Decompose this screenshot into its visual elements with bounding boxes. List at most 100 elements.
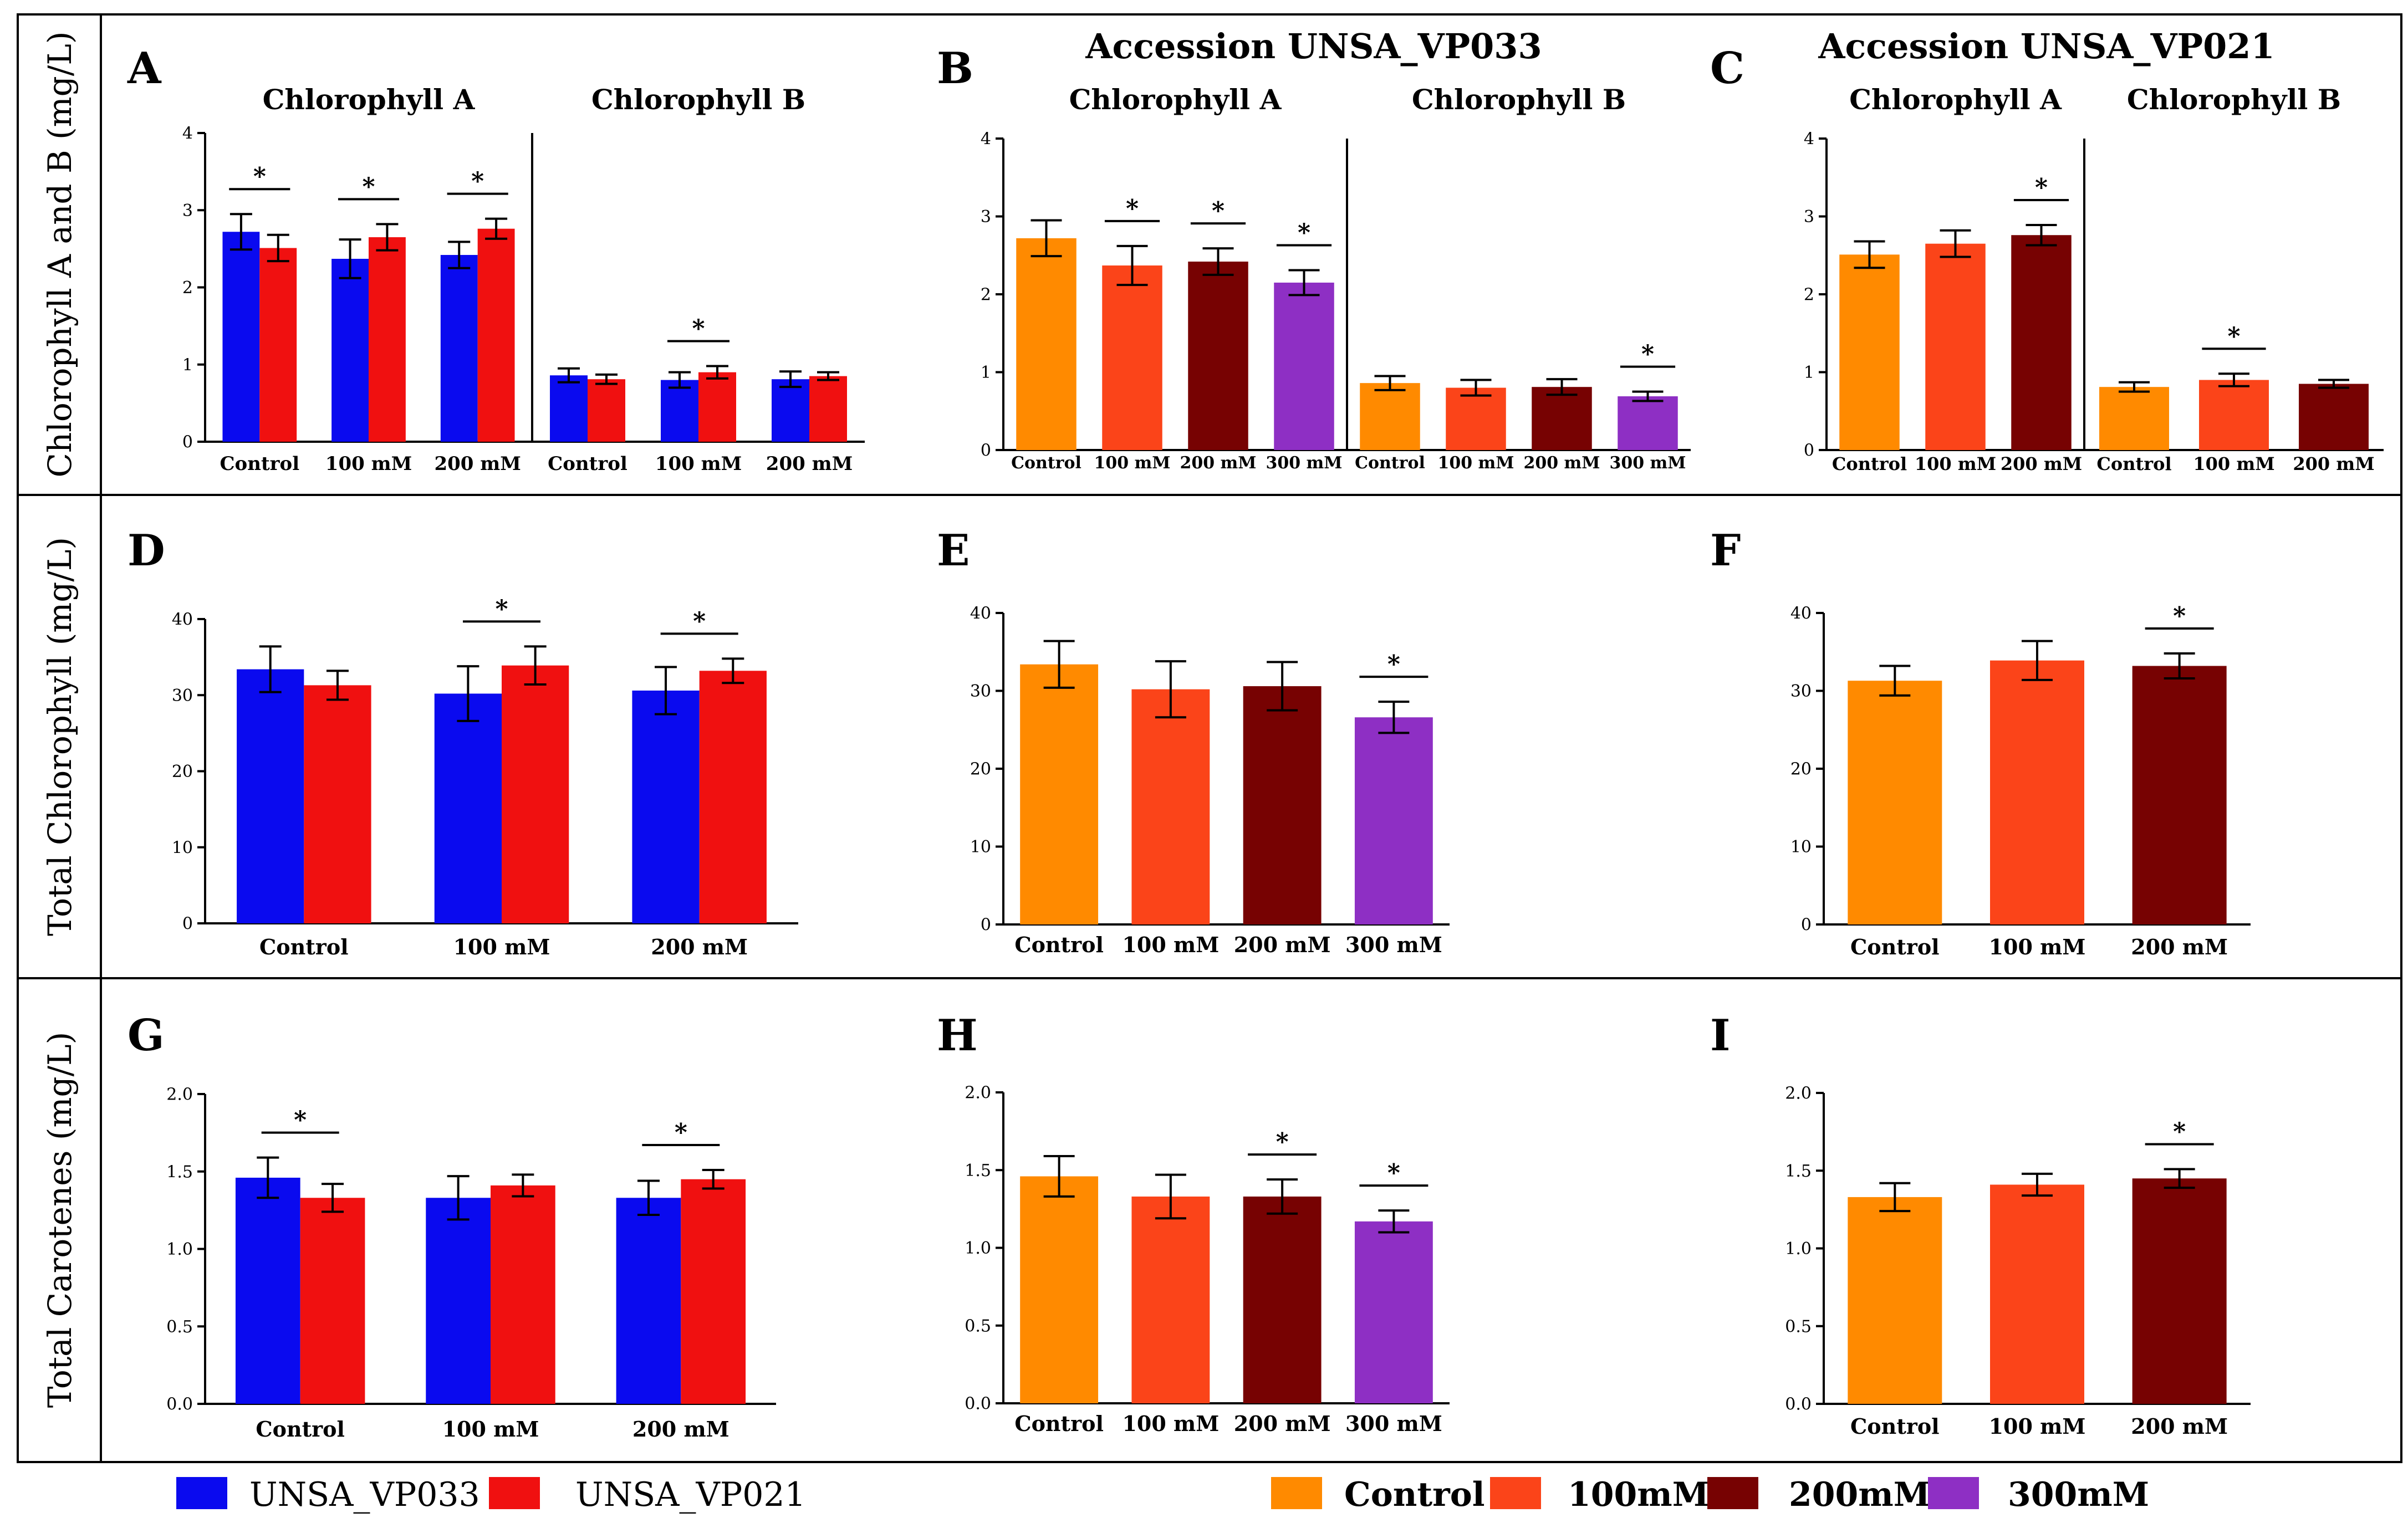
x-category-label: Control [2096, 453, 2171, 474]
panel-letter-b: B [937, 43, 973, 94]
bar [1131, 1196, 1210, 1403]
y-tick-label: 20 [172, 762, 193, 781]
x-category-label: 100 mM [1122, 932, 1219, 957]
accession-header-vp033: Accession UNSA_VP033 [1085, 26, 1542, 67]
y-tick-label: 3 [1804, 207, 1814, 227]
figure-frame [17, 13, 2402, 1463]
y-tick-label: 2.0 [965, 1084, 991, 1103]
group-title: Chlorophyll A [1849, 83, 2062, 116]
legend-label-100mm: 100mM [1568, 1475, 1709, 1514]
y-tick-label: 30 [970, 682, 991, 701]
significance-marker: * [675, 1118, 687, 1147]
bar [1848, 681, 1942, 924]
x-category-label: Control [220, 453, 299, 475]
x-category-label: 200 mM [2131, 1414, 2228, 1439]
y-tick-label: 2.0 [166, 1085, 193, 1105]
y-tick-label: 30 [172, 686, 193, 706]
bar [1188, 261, 1248, 450]
bar-unsa_vp021 [698, 372, 736, 442]
significance-marker: * [1387, 650, 1400, 678]
significance-marker: * [2035, 173, 2048, 202]
x-category-label: 100 mM [1989, 934, 2086, 959]
x-category-label: 200 mM [2131, 934, 2228, 959]
y-tick-label: 1.5 [1785, 1162, 1812, 1181]
x-category-label: 200 mM [1234, 932, 1331, 957]
x-category-label: 100 mM [1989, 1414, 2086, 1439]
panel-d: D 0 10 20 30 40 Control 100 mM * 200 mM * [127, 525, 798, 959]
x-category-label: 200 mM [1234, 1411, 1331, 1436]
bar-unsa_vp021 [588, 379, 625, 442]
bar [2099, 387, 2169, 450]
y-tick-label: 30 [1790, 682, 1812, 701]
significance-marker: * [495, 595, 508, 623]
bar-unsa_vp021 [491, 1185, 555, 1404]
x-category-label: Control [256, 1417, 345, 1442]
y-tick-label: 10 [970, 837, 991, 857]
bar-unsa_vp021 [681, 1179, 746, 1404]
x-category-label: 100 mM [655, 453, 742, 475]
y-tick-label: 0.0 [166, 1395, 193, 1414]
y-tick-label: 40 [970, 604, 991, 624]
bar [1354, 717, 1433, 924]
y-tick-label: 0.0 [1785, 1395, 1812, 1414]
x-category-label: 100 mM [1437, 453, 1514, 473]
x-category-label: 200 mM [2293, 453, 2374, 474]
significance-marker: * [294, 1106, 307, 1134]
panel-letter-f: F [1710, 525, 1741, 576]
x-category-label: 100 mM [1122, 1411, 1219, 1436]
x-category-label: Control [1014, 1411, 1104, 1436]
bar-unsa_vp033 [235, 1177, 300, 1404]
x-category-label: 300 mM [1609, 453, 1686, 473]
y-tick-label: 1.5 [965, 1161, 991, 1181]
y-tick-label: 3 [981, 207, 991, 227]
y-tick-label: 0.5 [1785, 1317, 1812, 1336]
bar [1990, 1184, 2084, 1404]
y-tick-label: 1.0 [166, 1240, 193, 1259]
bar [1848, 1197, 1942, 1404]
bar [1131, 689, 1210, 924]
significance-marker: * [2173, 1117, 2186, 1146]
x-category-label: 100 mM [453, 934, 550, 959]
group-title: Chlorophyll B [591, 83, 805, 116]
bar-unsa_vp021 [259, 248, 297, 442]
y-tick-label: 0.5 [166, 1317, 193, 1337]
bar [1532, 387, 1592, 450]
significance-marker: * [1298, 218, 1310, 247]
significance-marker: * [2173, 602, 2186, 630]
x-category-label: 300 mM [1345, 932, 1442, 957]
y-tick-label: 0 [1801, 916, 1812, 935]
y-tick-label: 1.5 [166, 1162, 193, 1182]
y-tick-label: 3 [182, 201, 193, 221]
bar [1446, 387, 1506, 450]
x-category-label: Control [1850, 934, 1940, 959]
bar [1243, 686, 1322, 924]
bar-unsa_vp021 [699, 671, 767, 923]
x-category-label: 300 mM [1266, 453, 1342, 473]
y-tick-label: 2 [182, 278, 193, 298]
y-tick-label: 20 [1790, 760, 1812, 779]
bar [1020, 1176, 1099, 1403]
legend-swatch-vp033 [176, 1477, 227, 1509]
legend-swatch-control [1271, 1477, 1322, 1509]
y-tick-label: 1 [1804, 363, 1814, 382]
bar [2132, 1178, 2227, 1404]
x-category-label: 200 mM [766, 453, 853, 475]
row-label-total-chlorophyll: Total Chlorophyll (mg/L) [41, 537, 79, 936]
y-tick-label: 0 [182, 914, 193, 934]
panel-g: G 0.0 0.5 1.0 1.5 2.0 Control * 100 mM 200 mM * [127, 1010, 776, 1442]
bar [1243, 1196, 1322, 1403]
bar [1102, 265, 1162, 450]
y-tick-label: 1.0 [965, 1239, 991, 1258]
bar-unsa_vp033 [772, 379, 809, 442]
x-category-label: 100 mM [1915, 453, 1996, 474]
panel-letter-e: E [937, 525, 970, 576]
significance-marker: * [692, 315, 705, 343]
row-label-total-carotenes: Total Carotenes (mg/L) [41, 1032, 79, 1408]
y-tick-label: 4 [1804, 130, 1814, 149]
significance-marker: * [693, 607, 706, 635]
outer-frame [17, 13, 2402, 1463]
row-label-chlorophyll-ab: Chlorophyll A and B (mg/L) [41, 32, 79, 478]
significance-marker: * [471, 167, 484, 196]
bar-unsa_vp033 [222, 232, 260, 442]
